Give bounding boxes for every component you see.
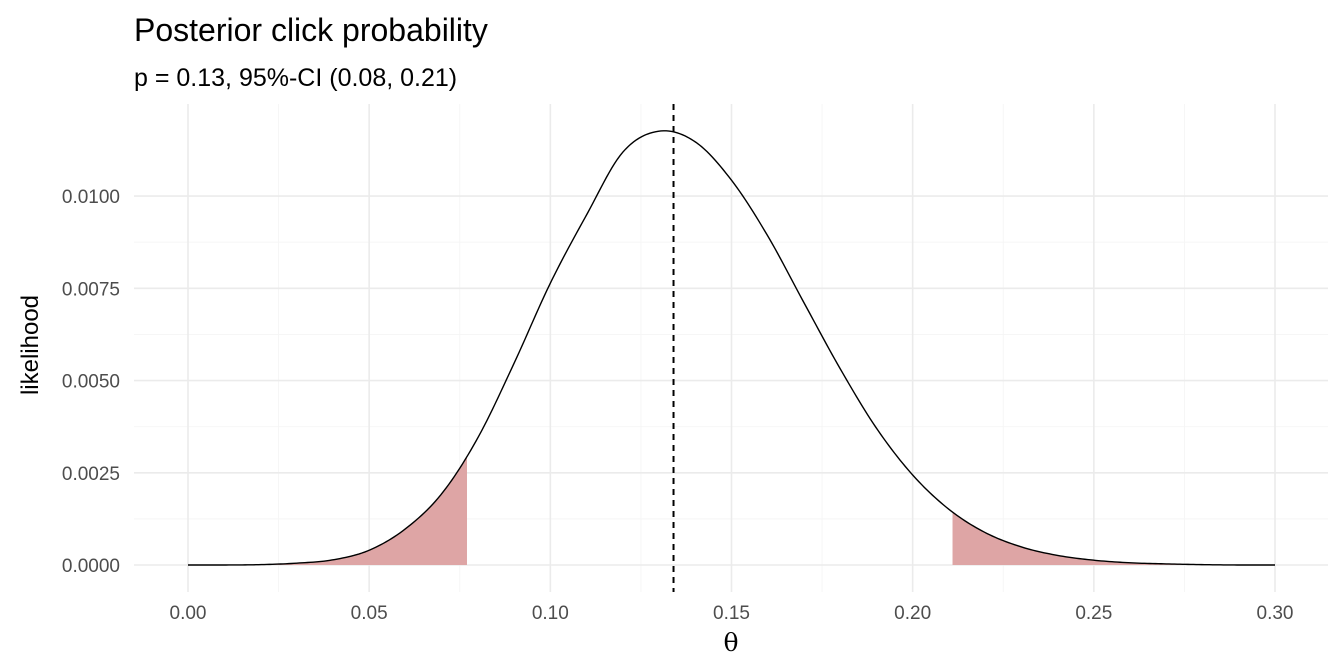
y-axis-ticks: 0.0000 0.0025 0.0050 0.0075 0.0100 (62, 187, 120, 577)
x-tick-label: 0.15 (713, 603, 750, 624)
x-tick-label: 0.10 (532, 603, 569, 624)
x-axis-ticks: 0.00 0.05 0.10 0.15 0.20 0.25 0.30 (170, 603, 1294, 624)
chart-title: Posterior click probability (134, 12, 488, 48)
x-tick-label: 0.25 (1075, 603, 1112, 624)
density-curve-layer (188, 130, 1275, 566)
y-tick-label: 0.0075 (62, 279, 120, 300)
major-gridlines (134, 104, 1328, 592)
x-tick-label: 0.30 (1257, 603, 1294, 624)
x-tick-label: 0.00 (170, 603, 207, 624)
credible-interval-tails (188, 456, 1275, 565)
x-axis-title: θ (723, 628, 738, 657)
density-curve (188, 130, 1275, 566)
x-tick-label: 0.20 (894, 603, 931, 624)
x-tick-label: 0.05 (351, 603, 388, 624)
y-tick-label: 0.0050 (62, 372, 120, 393)
y-tick-label: 0.0000 (62, 556, 120, 577)
y-tick-label: 0.0100 (62, 187, 120, 208)
y-tick-label: 0.0025 (62, 464, 120, 485)
lower-tail-area (188, 456, 467, 565)
y-axis-title: likelihood (17, 295, 44, 395)
chart-subtitle: p = 0.13, 95%-CI (0.08, 0.21) (134, 64, 457, 92)
upper-tail-area (952, 512, 1275, 565)
